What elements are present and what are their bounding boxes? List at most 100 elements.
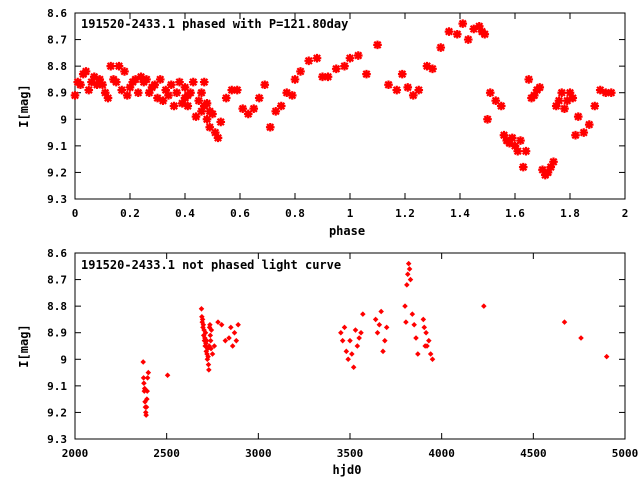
- phased-chart: 191520-2433.1 phased with P=121.80day 8.…: [17, 7, 628, 238]
- phased-x-tick-label: 1.8: [560, 207, 580, 220]
- phased-data-point: [254, 93, 264, 103]
- unphased-data-point: [208, 345, 214, 352]
- phased-data-point: [496, 101, 506, 111]
- phased-data-point: [312, 53, 322, 63]
- phased-data-point: [565, 88, 575, 98]
- phased-data-point: [524, 75, 534, 84]
- phased-data-point: [142, 75, 151, 84]
- phased-x-tick-label: 1.2: [395, 207, 415, 220]
- unphased-data-point: [199, 316, 206, 323]
- phased-data-point: [408, 91, 418, 100]
- unphased-data-point: [382, 337, 388, 344]
- unphased-data-point: [211, 343, 218, 349]
- phased-data-point: [568, 93, 578, 103]
- unphased-data-point: [203, 337, 210, 344]
- unphased-data-point: [405, 260, 412, 267]
- phased-data-point: [535, 83, 545, 92]
- phased-x-tick-label: 0: [72, 207, 79, 220]
- phased-data-point: [491, 96, 501, 105]
- phased-y-tick-label: 8.8: [47, 60, 67, 73]
- unphased-data-point: [145, 369, 152, 376]
- unphased-data-point: [207, 337, 214, 344]
- unphased-data-point: [208, 327, 215, 333]
- phased-data-point: [106, 61, 116, 71]
- unphased-x-tick-label: 3500: [337, 447, 364, 460]
- unphased-data-point: [404, 271, 411, 278]
- phased-data-point: [84, 85, 94, 95]
- unphased-data-point: [427, 351, 434, 357]
- phased-data-point: [114, 61, 124, 71]
- phased-data-point: [513, 146, 523, 156]
- unphased-data-point: [205, 361, 212, 368]
- phased-data-point: [551, 101, 561, 111]
- phased-data-point: [194, 96, 204, 105]
- phased-y-tick-label: 8.6: [47, 7, 67, 20]
- phased-data-point: [485, 88, 495, 98]
- phased-data-point: [202, 99, 212, 108]
- phased-data-point: [213, 133, 223, 143]
- phased-data-point: [265, 122, 275, 132]
- phased-data-point: [271, 107, 281, 116]
- phased-data-point: [331, 64, 341, 74]
- unphased-data-point: [420, 316, 427, 323]
- unphased-y-tick-label: 9.2: [47, 406, 67, 419]
- phased-data-point: [296, 67, 305, 76]
- phased-data-point: [323, 72, 333, 82]
- unphased-x-tick-label: 3000: [245, 447, 272, 460]
- phased-data-point: [144, 88, 154, 98]
- unphased-data-point: [141, 385, 148, 392]
- phased-data-point: [345, 53, 355, 63]
- phased-data-point: [579, 128, 589, 137]
- unphased-chart-title: 191520-2433.1 not phased light curve: [81, 258, 341, 272]
- phased-data-point: [202, 114, 212, 124]
- phased-data-point: [183, 101, 193, 111]
- phased-y-tick-label: 8.9: [47, 87, 67, 100]
- phased-data-point: [122, 91, 132, 100]
- unphased-y-tick-label: 8.7: [47, 274, 67, 287]
- phased-data-point: [601, 88, 611, 98]
- phased-data-point: [87, 77, 96, 87]
- phased-x-tick-label: 1.6: [505, 207, 525, 220]
- unphased-x-tick-label: 4500: [520, 447, 547, 460]
- unphased-x-tick-label: 2500: [153, 447, 180, 460]
- unphased-data-point: [374, 329, 381, 336]
- unphased-data-point: [403, 319, 409, 325]
- unphased-y-axis-label: I[mag]: [17, 324, 31, 367]
- unphased-chart: 191520-2433.1 not phased light curve 8.6…: [17, 247, 638, 477]
- phased-data-point: [353, 51, 363, 60]
- phased-y-tick-label: 9.3: [47, 193, 67, 206]
- unphased-y-tick-label: 9: [60, 353, 67, 366]
- phased-data-point: [81, 67, 91, 76]
- unphased-data-point: [207, 332, 214, 339]
- phased-x-tick-label: 2: [622, 207, 629, 220]
- phased-data-point: [111, 77, 121, 87]
- unphased-data-point: [347, 337, 353, 344]
- phased-data-point: [584, 120, 594, 129]
- phased-data-point: [117, 85, 127, 95]
- phased-data-point: [521, 146, 531, 156]
- unphased-data-point: [345, 356, 351, 363]
- unphased-data-point: [429, 356, 436, 363]
- unphased-data-point: [144, 375, 151, 381]
- unphased-data-point: [411, 321, 417, 328]
- phased-y-tick-label: 8.7: [47, 34, 67, 47]
- unphased-data-point: [356, 335, 362, 341]
- phased-data-point: [538, 165, 547, 175]
- phased-data-points: [70, 19, 616, 180]
- phased-y-tick-label: 9: [60, 113, 67, 126]
- phased-data-point: [166, 80, 176, 90]
- phased-data-point: [191, 112, 201, 121]
- unphased-data-point: [228, 324, 234, 331]
- phased-data-point: [463, 35, 473, 44]
- phased-data-point: [546, 162, 556, 172]
- unphased-data-point: [209, 351, 216, 357]
- unphased-data-point: [231, 329, 238, 336]
- phased-data-point: [76, 80, 85, 90]
- phased-data-point: [516, 136, 525, 145]
- unphased-data-point: [229, 343, 236, 349]
- unphased-x-tick-label: 5000: [612, 447, 639, 460]
- phased-data-point: [392, 85, 402, 95]
- phased-data-point: [89, 72, 99, 82]
- phased-data-point: [155, 75, 165, 84]
- unphased-data-point: [218, 321, 225, 328]
